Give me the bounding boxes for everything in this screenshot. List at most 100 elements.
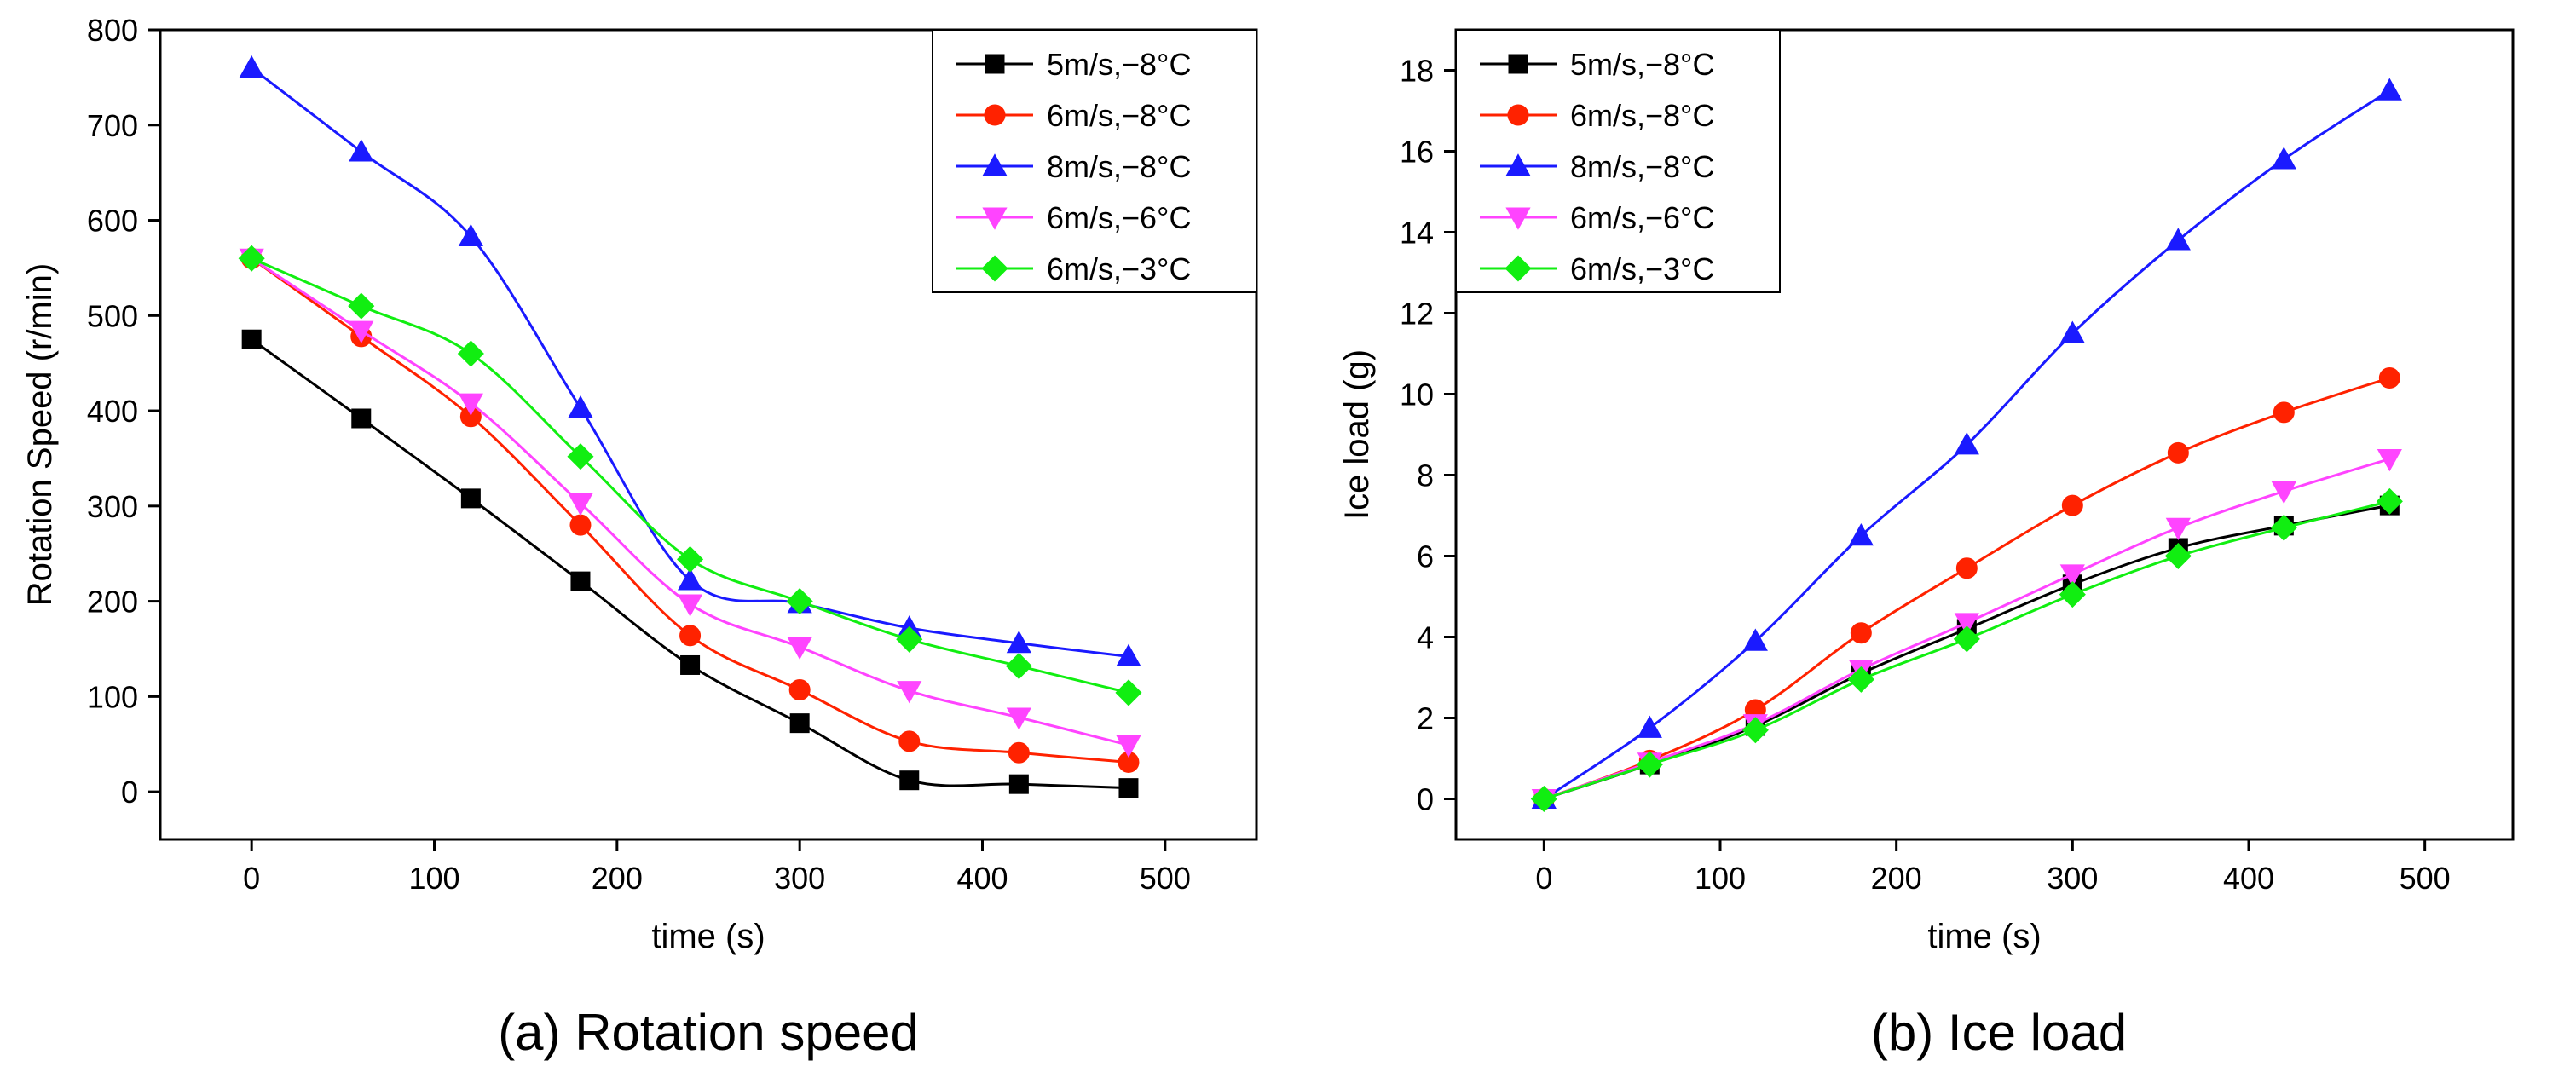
legend-item: 5m/s,−8°C: [1480, 47, 1714, 82]
data-point: [238, 245, 265, 272]
legend-item: 6m/s,−8°C: [956, 98, 1191, 133]
data-point: [2271, 481, 2296, 504]
legend-marker: [1505, 255, 1532, 282]
data-point: [2376, 487, 2403, 515]
data-point: [680, 654, 701, 675]
data-point: [1954, 432, 1979, 455]
data-point: [789, 713, 810, 734]
data-point: [567, 443, 594, 470]
data-point: [1006, 707, 1031, 730]
data-point: [896, 625, 923, 653]
data-point: [2059, 564, 2085, 587]
legend-marker: [1505, 153, 1531, 176]
data-point: [1953, 625, 1980, 653]
data-point: [1115, 679, 1142, 706]
legend-label: 6m/s,−8°C: [1047, 98, 1191, 133]
data-point: [2059, 320, 2085, 343]
data-point: [899, 770, 920, 791]
data-point: [348, 292, 375, 320]
legend: 5m/s,−8°C 6m/s,−8°C 8m/s,−8°C 6m/s,−6°C 6m/s…: [1455, 29, 1781, 293]
series: [238, 245, 1142, 706]
data-point: [1637, 715, 1662, 738]
y-tick-label: 800: [87, 13, 138, 48]
x-tick-label: 100: [408, 861, 459, 896]
y-tick-label: 16: [1400, 135, 1434, 170]
panel-caption: (a) Rotation speed: [498, 1004, 919, 1061]
x-tick-label: 100: [1695, 861, 1746, 896]
data-point: [677, 594, 703, 617]
x-tick-label: 200: [592, 861, 643, 896]
data-point: [1008, 774, 1029, 794]
data-point: [2061, 494, 2083, 516]
y-tick-label: 200: [87, 585, 138, 620]
data-point: [2271, 147, 2296, 170]
data-point: [241, 329, 262, 349]
data-point: [1636, 751, 1663, 778]
data-point: [1850, 622, 1872, 644]
data-point: [2167, 441, 2189, 464]
y-tick-label: 4: [1417, 620, 1434, 655]
y-axis-label: Rotation Speed (r/min): [21, 263, 59, 606]
series: [1531, 78, 2402, 809]
data-point: [1118, 778, 1139, 798]
plot-frame: [1454, 28, 2515, 841]
data-point: [1530, 785, 1557, 813]
y-tick-label: 500: [87, 298, 138, 333]
data-point: [458, 393, 483, 416]
y-tick-label: 700: [87, 108, 138, 143]
y-tick-label: 2: [1417, 701, 1434, 736]
series-layer: [238, 55, 1142, 798]
legend-marker: [981, 255, 1008, 282]
data-point: [2165, 517, 2191, 541]
series-line: [251, 257, 1129, 747]
data-point: [1955, 557, 1978, 579]
data-point: [1116, 735, 1141, 758]
series: [1530, 487, 2403, 813]
x-axis: 0 100 200 300 400 500: [1535, 839, 2451, 896]
data-point: [570, 571, 591, 591]
data-point: [679, 625, 702, 647]
series-line: [251, 257, 1129, 764]
y-tick-label: 8: [1417, 458, 1434, 493]
data-point: [787, 637, 812, 660]
data-point: [788, 679, 811, 701]
y-tick-label: 0: [121, 775, 138, 810]
y-axis: 0 100 200 300 400 500 600 700 800: [87, 13, 160, 810]
legend-marker: [1507, 104, 1529, 126]
legend-item: 5m/s,−8°C: [956, 47, 1191, 82]
data-point: [1008, 741, 1030, 764]
chart-rotation-speed: 0 100 200 300 400 500 0 100 200 300 400 500 600 700 8…: [21, 13, 1258, 1061]
legend-label: 8m/s,−8°C: [1047, 149, 1191, 184]
y-tick-label: 12: [1400, 297, 1434, 331]
x-tick-label: 300: [774, 861, 825, 896]
series: [240, 247, 1140, 773]
y-tick-label: 0: [1417, 782, 1434, 817]
x-tick-label: 500: [1140, 861, 1191, 896]
data-point: [2377, 78, 2402, 101]
data-point: [2164, 542, 2192, 570]
data-point: [1847, 666, 1874, 693]
data-point: [2059, 581, 2086, 608]
series: [241, 329, 1139, 798]
y-axis: 0 2 4 6 8 10 12 14 16 18: [1400, 54, 1456, 817]
data-point: [2270, 514, 2297, 541]
x-axis-label: time (s): [1927, 918, 2041, 955]
x-tick-label: 500: [2400, 861, 2451, 896]
data-point: [1848, 522, 1874, 546]
y-tick-label: 14: [1400, 216, 1434, 251]
y-tick-label: 400: [87, 394, 138, 429]
data-point: [897, 681, 922, 704]
data-point: [568, 493, 593, 516]
y-tick-label: 300: [87, 489, 138, 524]
y-tick-label: 6: [1417, 539, 1434, 574]
legend-item: 6m/s,−3°C: [956, 251, 1191, 286]
series: [239, 248, 1141, 758]
data-point: [239, 55, 264, 78]
legend-marker: [982, 207, 1008, 230]
data-point: [2378, 367, 2400, 389]
x-axis-label: time (s): [651, 918, 765, 955]
legend-marker: [1505, 207, 1531, 230]
data-point: [1954, 613, 1979, 636]
legend-marker: [1508, 54, 1528, 74]
legend-item: 8m/s,−8°C: [956, 149, 1191, 184]
